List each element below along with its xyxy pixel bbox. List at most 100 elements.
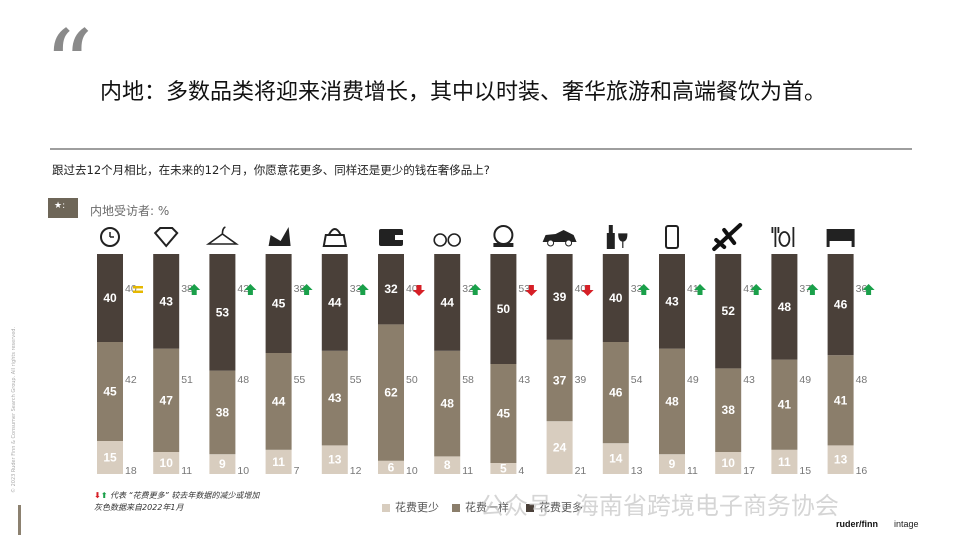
prior-value-less: 13 (631, 465, 643, 477)
prior-value-less: 10 (406, 465, 418, 477)
prior-value-more: 41 (743, 283, 755, 295)
change-up-arrow-icon (188, 284, 201, 295)
change-up-arrow-icon (806, 284, 819, 295)
bar-segment-less (602, 443, 629, 474)
bar-label-more: 40 (609, 291, 623, 305)
bar-label-same: 38 (722, 403, 736, 417)
bar-label-less: 11 (778, 455, 791, 469)
bar-segment-same (827, 355, 854, 446)
diamond-icon (153, 227, 179, 248)
car-icon (542, 230, 577, 242)
change-down-arrow-icon (581, 285, 594, 296)
bar-label-more: 44 (441, 295, 455, 309)
handbag-icon (322, 234, 347, 247)
prior-value-same: 42 (125, 374, 137, 386)
prior-value-less: 12 (350, 465, 362, 477)
note-line2: 灰色数据来自2022年1月 (94, 503, 184, 512)
prior-value-less: 16 (856, 465, 868, 477)
bar-segment-less (490, 463, 517, 474)
bar-segment-same (602, 342, 629, 444)
prior-value-more: 38 (181, 283, 193, 295)
bar-label-less: 13 (328, 453, 342, 467)
bar-segment-more (209, 254, 236, 371)
bar-segment-less (546, 421, 573, 474)
prior-value-less: 18 (125, 465, 137, 477)
prior-value-less: 10 (237, 465, 249, 477)
prior-value-more: 33 (631, 283, 643, 295)
wine-neck (608, 225, 613, 234)
bar-segment-more (321, 254, 348, 351)
bar-label-same: 48 (665, 394, 679, 408)
bar-segment-more (265, 254, 292, 353)
bar-label-same: 43 (328, 391, 342, 405)
prior-value-same: 43 (743, 374, 755, 386)
legend-item-more: 花费更多 (526, 499, 583, 515)
prior-value-less: 11 (181, 465, 192, 477)
legend-item-less: 花费更少 (382, 499, 439, 515)
legend-swatch-same (452, 504, 460, 512)
bar-label-same: 38 (216, 405, 230, 419)
prior-value-same: 39 (575, 374, 587, 386)
prior-value-same: 48 (237, 374, 249, 386)
watermark: 公众号 · 海南省跨境电子商务协会 (480, 492, 839, 520)
bar-label-less: 10 (722, 456, 736, 470)
bar-label-less: 9 (219, 457, 226, 471)
high-heel-icon (268, 227, 291, 246)
prior-value-more: 42 (237, 283, 249, 295)
prior-value-same: 49 (687, 374, 699, 386)
prior-value-less: 17 (743, 465, 755, 477)
glasses-lens (447, 233, 462, 247)
bar-label-same: 47 (160, 393, 174, 407)
prior-value-more: 53 (518, 283, 530, 295)
up-arrow-icon: ⬆ (100, 491, 108, 500)
prior-value-same: 43 (518, 374, 530, 386)
bar-segment-more (659, 254, 685, 349)
bar-segment-more (97, 254, 123, 342)
bar-label-more: 53 (216, 305, 230, 319)
change-down-arrow-icon (525, 285, 538, 296)
prior-value-less: 15 (799, 465, 811, 477)
intage-logo: intage (894, 519, 919, 529)
prior-value-more: 36 (856, 283, 868, 295)
quote-mark: “ (44, 10, 94, 122)
car-wheel (547, 239, 555, 247)
bar-segment-more (771, 254, 798, 360)
bar-segment-same (378, 324, 404, 461)
change-down-arrow-icon (413, 285, 425, 296)
prior-value-same: 58 (462, 374, 474, 386)
glasses-icon (433, 233, 448, 247)
bar-segment-same (209, 370, 236, 455)
change-up-arrow-icon (862, 284, 875, 295)
bar-label-less: 8 (444, 458, 451, 472)
bar-segment-more (546, 254, 573, 340)
bar-segment-same (771, 359, 798, 450)
change-equal-icon (133, 286, 143, 289)
bar-label-more: 44 (328, 295, 342, 309)
prior-value-more: 40 (406, 283, 418, 295)
divider (50, 148, 912, 150)
hanger-icon (205, 226, 239, 245)
legend-swatch-more (526, 504, 534, 512)
bar-label-more: 50 (497, 302, 511, 316)
bar-segment-same (97, 342, 123, 441)
bar-label-more: 45 (272, 297, 286, 311)
bar-label-more: 40 (103, 291, 117, 305)
bed-icon (826, 229, 855, 241)
prior-value-less: 11 (687, 465, 698, 477)
bar-label-less: 13 (834, 453, 848, 467)
bar-label-less: 24 (553, 441, 567, 455)
watch-icon (100, 227, 120, 247)
bar-label-more: 43 (160, 294, 174, 308)
bar-segment-less (153, 452, 180, 474)
survey-question: 跟过去12个月相比，在未来的12个月，你愿意花更多、同样还是更少的钱在奢侈品上? (52, 163, 490, 177)
bar-segment-same (153, 348, 180, 452)
wine-icon (606, 233, 615, 249)
bar-segment-less (378, 460, 404, 474)
bar-label-same: 48 (441, 397, 455, 411)
bar-label-more: 52 (722, 304, 736, 318)
prior-value-same: 48 (856, 374, 868, 386)
bar-label-same: 41 (834, 393, 848, 407)
change-up-arrow-icon (356, 284, 369, 295)
bar-label-same: 45 (103, 385, 117, 399)
bar-segment-less (771, 449, 798, 474)
